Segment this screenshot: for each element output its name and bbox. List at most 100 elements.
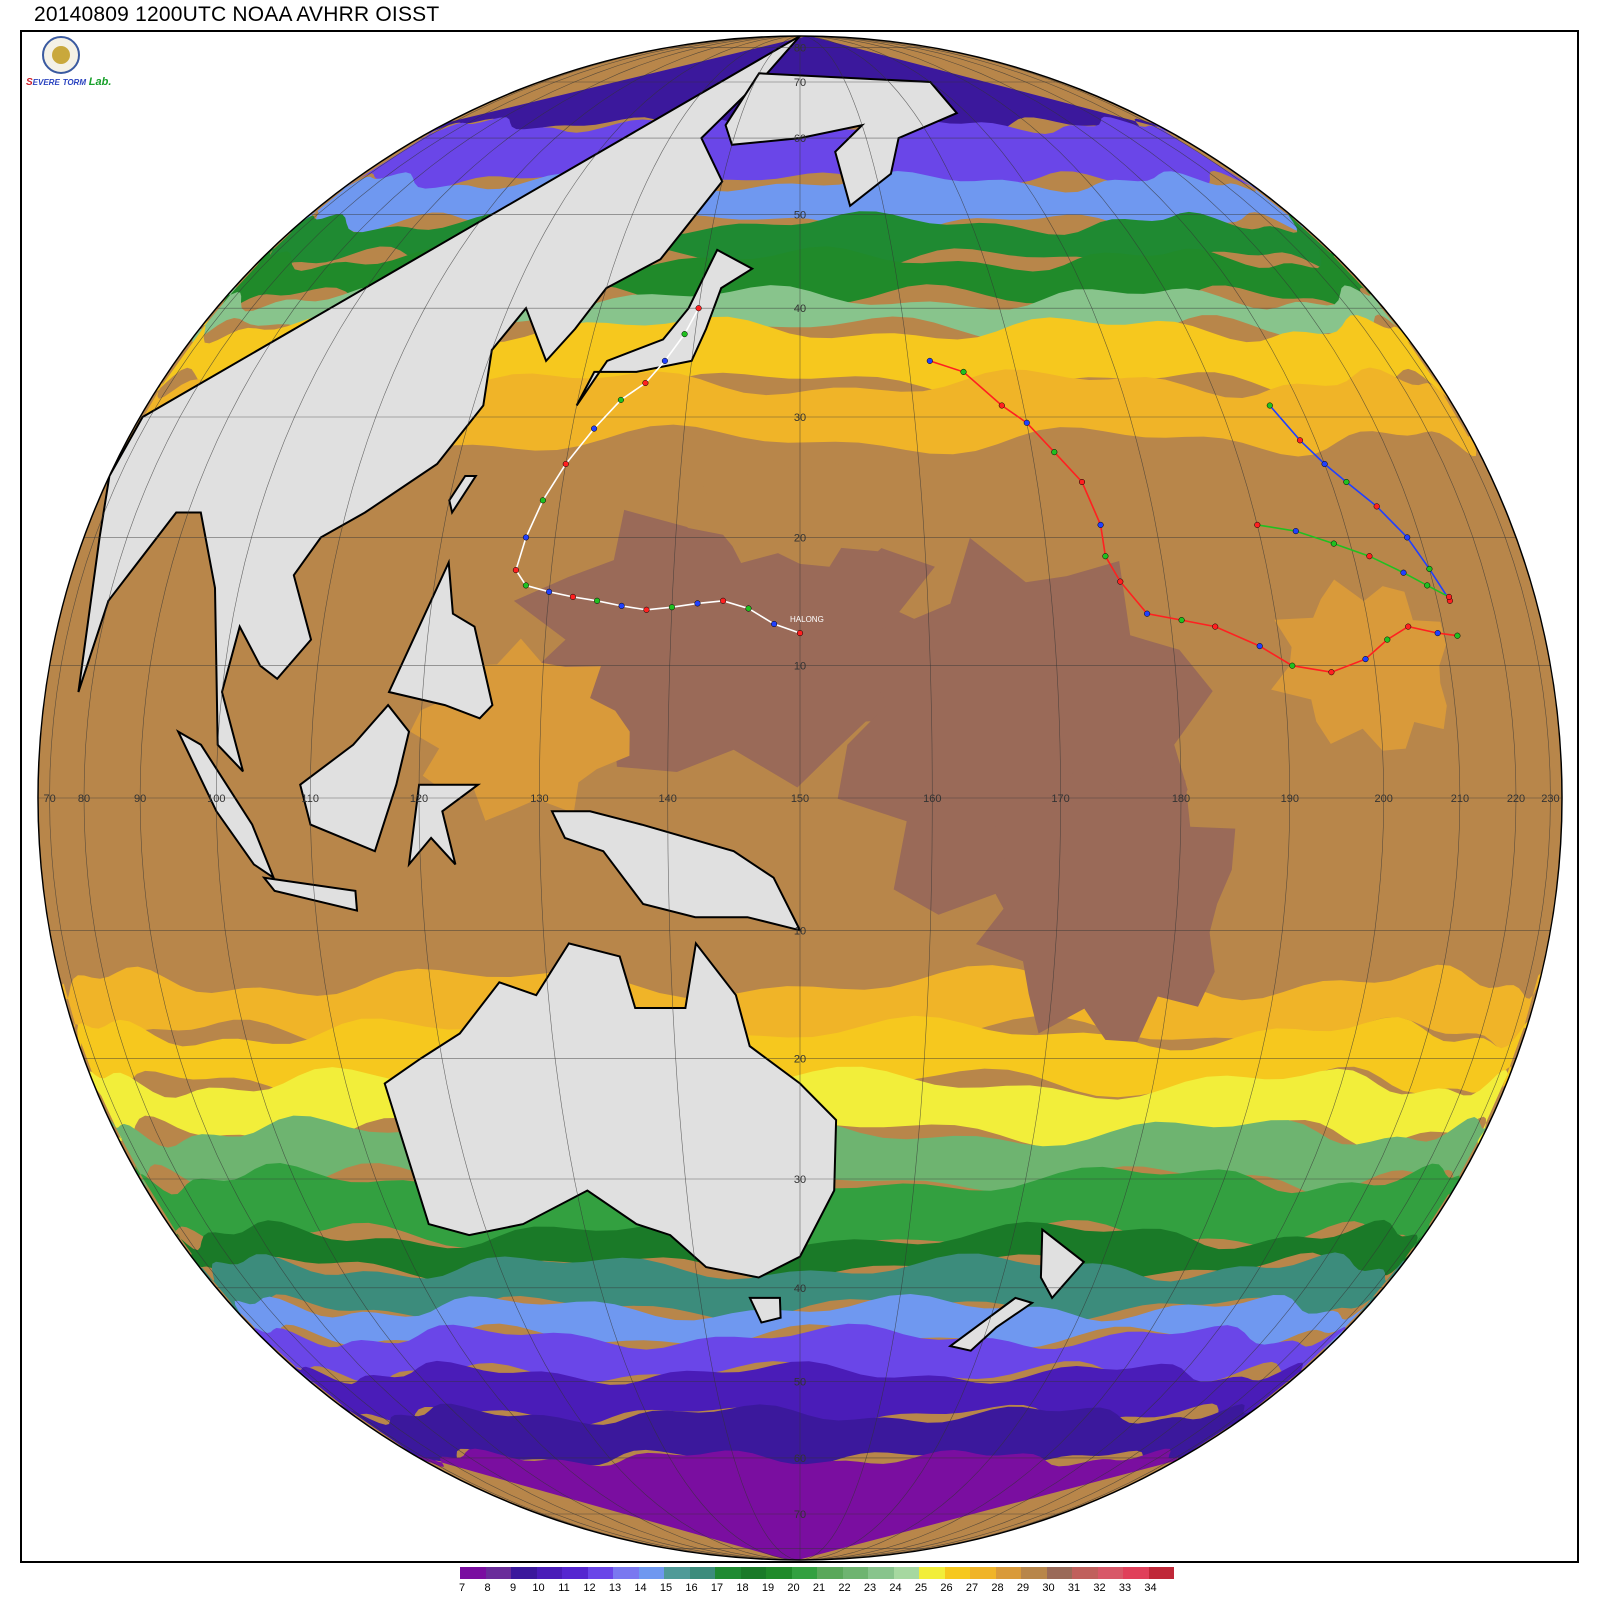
colorbar-cell bbox=[893, 1567, 919, 1579]
track-point bbox=[522, 534, 530, 541]
longitude-label: 120 bbox=[410, 793, 428, 805]
track-point bbox=[1405, 623, 1412, 630]
logo-evere: EVERE bbox=[32, 78, 60, 87]
longitude-labels: 70 80 90 100 110 120 130 140 150 160 170 180 190 200 2… bbox=[43, 793, 1559, 805]
colorbar-cell bbox=[536, 1567, 562, 1579]
latitude-label-north: 70 bbox=[794, 77, 806, 89]
track-point bbox=[618, 602, 625, 609]
globe-outline bbox=[37, 35, 1563, 1561]
track-point bbox=[1296, 437, 1304, 444]
track-point bbox=[694, 600, 701, 607]
track-point bbox=[668, 604, 675, 611]
track-point bbox=[926, 357, 933, 364]
typhoon-tracks bbox=[512, 305, 1461, 676]
longitude-label: 170 bbox=[1051, 793, 1069, 805]
track-line bbox=[1269, 404, 1451, 602]
track-point bbox=[1117, 578, 1124, 585]
land-kamchatka-siberia bbox=[724, 72, 959, 208]
colorbar-cell bbox=[613, 1567, 639, 1579]
latitude-label-south: 60 bbox=[794, 1453, 806, 1465]
colorbar-cell bbox=[562, 1567, 588, 1579]
colorbar-cell bbox=[740, 1567, 766, 1579]
colorbar-cell bbox=[638, 1567, 664, 1579]
track-point bbox=[1434, 630, 1441, 637]
track-point bbox=[1404, 534, 1411, 541]
latitude-label-north: 60 bbox=[794, 133, 806, 145]
colorbar-tick-label: 14 bbox=[634, 1582, 647, 1594]
latitude-label-north: 10 bbox=[794, 661, 806, 673]
longitude-label: 220 bbox=[1507, 793, 1525, 805]
track-point bbox=[1400, 569, 1407, 576]
longitude-label: 230 bbox=[1541, 793, 1559, 805]
colorbar-tick-label: 26 bbox=[940, 1582, 953, 1594]
university-seal-icon bbox=[42, 36, 80, 74]
track-point bbox=[539, 497, 546, 504]
colorbar-tick-label: 10 bbox=[532, 1582, 545, 1594]
track-point bbox=[695, 305, 702, 312]
colorbar-cell bbox=[1097, 1567, 1123, 1579]
longitude-label: 110 bbox=[301, 793, 319, 805]
longitude-label: 140 bbox=[659, 793, 677, 805]
colorbar-tick-label: 12 bbox=[583, 1582, 596, 1594]
colorbar-cell bbox=[511, 1567, 537, 1579]
sst-warm-area bbox=[513, 496, 960, 788]
sst-warm-area bbox=[1271, 579, 1447, 751]
land-java bbox=[261, 876, 359, 912]
track-point bbox=[1445, 593, 1453, 600]
colorbar-tick-label: 18 bbox=[736, 1582, 749, 1594]
colorbar-tick-label: 34 bbox=[1144, 1582, 1157, 1594]
track-point bbox=[771, 620, 778, 628]
latitude-label-south: 20 bbox=[794, 1054, 806, 1066]
latitude-label-north: 30 bbox=[794, 412, 806, 424]
sst-warm-area bbox=[687, 460, 897, 567]
track-point bbox=[745, 605, 752, 612]
track-point bbox=[1328, 669, 1335, 676]
latitude-label-north: 40 bbox=[794, 303, 806, 315]
track-point bbox=[1384, 636, 1391, 643]
colorbar-tick-label: 29 bbox=[1016, 1582, 1030, 1594]
track-point bbox=[1373, 503, 1380, 510]
track-point bbox=[594, 597, 601, 604]
track-point bbox=[522, 582, 529, 589]
track-point bbox=[720, 597, 727, 604]
sst-band bbox=[416, 1448, 1179, 1560]
colorbar-cell bbox=[1148, 1567, 1174, 1579]
land-tasmania bbox=[748, 1296, 782, 1324]
colorbar-cell bbox=[970, 1567, 996, 1579]
track-point bbox=[1366, 553, 1373, 560]
latitude-label-south: 10 bbox=[794, 925, 806, 937]
latitude-label-south: 30 bbox=[794, 1174, 806, 1186]
latitude-label-south: 40 bbox=[794, 1283, 806, 1295]
colorbar-tick-label: 19 bbox=[761, 1582, 775, 1594]
map-title: 20140809 1200UTC NOAA AVHRR OISST bbox=[34, 3, 440, 26]
track-point bbox=[512, 567, 519, 574]
colorbar-tick-label: 16 bbox=[685, 1582, 698, 1594]
land-new-guinea bbox=[550, 810, 802, 932]
track-point bbox=[796, 630, 804, 637]
track-point bbox=[661, 357, 668, 364]
track-point bbox=[546, 588, 553, 595]
latitude-label-south: 70 bbox=[794, 1509, 806, 1521]
colorbar-cell bbox=[995, 1567, 1021, 1579]
sst-warm-area bbox=[976, 758, 1236, 1042]
colorbar-cell bbox=[689, 1567, 715, 1579]
track-point bbox=[1102, 553, 1109, 560]
longitude-label: 150 bbox=[791, 793, 809, 805]
logo-s: S bbox=[26, 77, 33, 88]
land-nz-south bbox=[947, 1296, 1035, 1352]
latitude-label-south: 50 bbox=[794, 1377, 806, 1389]
logo-wordmark: SEVERE TORM Lab. bbox=[26, 76, 111, 88]
latitude-label-north: 80 bbox=[794, 43, 806, 55]
latitude-labels: 10 20 30 40 50 60 70 80 10 20 30 40 50 60 70 bbox=[794, 43, 806, 1521]
track-point bbox=[1321, 460, 1328, 468]
track-point bbox=[1343, 478, 1350, 486]
colorbar-cell bbox=[485, 1567, 511, 1579]
track-point bbox=[1362, 656, 1369, 663]
land-japan bbox=[575, 248, 755, 407]
track-point bbox=[1454, 632, 1461, 639]
track-point bbox=[1256, 643, 1263, 650]
track-point bbox=[642, 379, 649, 387]
track-point bbox=[1292, 528, 1299, 535]
colorbar-tick-label: 28 bbox=[991, 1582, 1004, 1594]
